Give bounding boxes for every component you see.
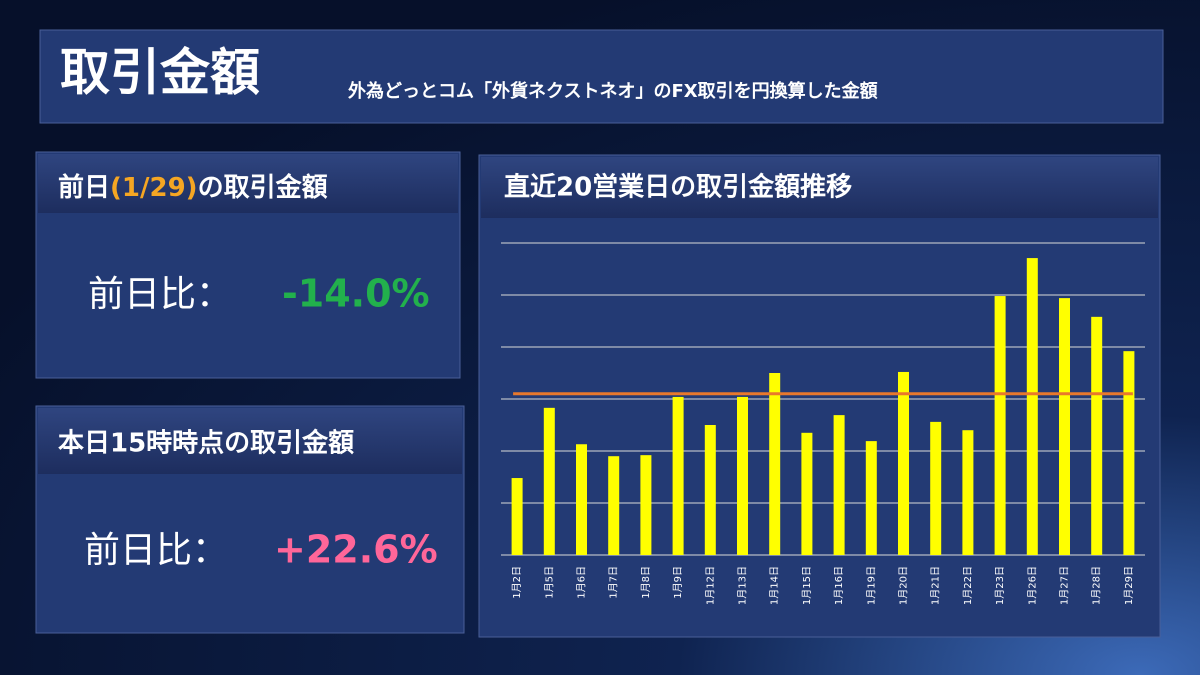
- x-tick-label: 1月28日: [1091, 566, 1103, 605]
- x-tick-label: 1月26日: [1026, 566, 1038, 605]
- x-tick-label: 1月9日: [672, 566, 684, 599]
- x-tick-label: 1月23日: [994, 566, 1006, 605]
- panel-header: [38, 408, 462, 474]
- compare-label: 前日比：: [88, 274, 232, 315]
- plot: 1月2日 1月5日 1月6日 1月7日 1月8日 1月9日 1月12日 1月13日 1月14日 1…: [501, 242, 1145, 605]
- x-tick-label: 1月14日: [769, 566, 781, 605]
- bar: [576, 444, 587, 555]
- title-part: の取引金額: [198, 172, 328, 203]
- chart-title: 直近20営業日の取引金額推移: [504, 172, 852, 203]
- panel-header: [38, 154, 458, 213]
- bar: [672, 396, 684, 555]
- bar: [994, 296, 1006, 555]
- bar: [962, 430, 974, 555]
- bar: [640, 455, 652, 555]
- x-tick-label: 1月12日: [704, 566, 716, 605]
- bar: [898, 371, 909, 555]
- bar: [543, 407, 555, 555]
- bar: [1123, 351, 1135, 555]
- bar: [865, 441, 877, 555]
- bar: [1091, 316, 1103, 555]
- bar: [511, 478, 523, 555]
- title-date: (1/29): [110, 173, 198, 203]
- x-tick-label: 1月13日: [737, 566, 749, 605]
- bar: [769, 373, 781, 555]
- title-part: 前日: [58, 172, 110, 203]
- x-tick-label: 1月22日: [962, 566, 974, 605]
- header-box: [39, 29, 1164, 124]
- x-tick-label: 1月2日: [511, 566, 523, 599]
- bar: [801, 432, 813, 555]
- x-tick-label: 1月19日: [865, 566, 877, 605]
- x-tick-label: 1月7日: [608, 566, 620, 599]
- bar: [1026, 258, 1038, 555]
- bar: [930, 421, 942, 555]
- bar: [737, 396, 748, 555]
- bar: [1059, 298, 1070, 555]
- panel-title: 前日(1/29)の取引金額: [58, 172, 328, 203]
- chart-panel: [478, 154, 1161, 638]
- x-tick-label: 1月27日: [1059, 566, 1071, 605]
- x-tick-label: 1月5日: [543, 566, 555, 599]
- compare-label: 前日比：: [84, 530, 228, 571]
- compare-value: -14.0%: [282, 272, 430, 316]
- x-tick-label: 1月29日: [1123, 566, 1135, 605]
- x-tick-label: 1月21日: [930, 566, 942, 605]
- x-tick-label: 1月16日: [833, 566, 845, 605]
- page-title: 取引金額: [60, 44, 260, 102]
- bar: [833, 415, 845, 555]
- bar: [608, 456, 620, 555]
- bar: [704, 425, 716, 555]
- x-tick-label: 1月6日: [576, 566, 588, 599]
- x-tick-label: 1月20日: [898, 566, 910, 605]
- x-tick-label: 1月8日: [640, 566, 652, 599]
- x-tick-label: 1月15日: [801, 566, 813, 605]
- page-subtitle: 外為どっとコム「外貨ネクストネオ」のFX取引を円換算した金額: [348, 80, 878, 102]
- panel-title: 本日15時時点の取引金額: [58, 428, 354, 459]
- panel-header: [481, 157, 1158, 218]
- compare-value: +22.6%: [274, 528, 438, 572]
